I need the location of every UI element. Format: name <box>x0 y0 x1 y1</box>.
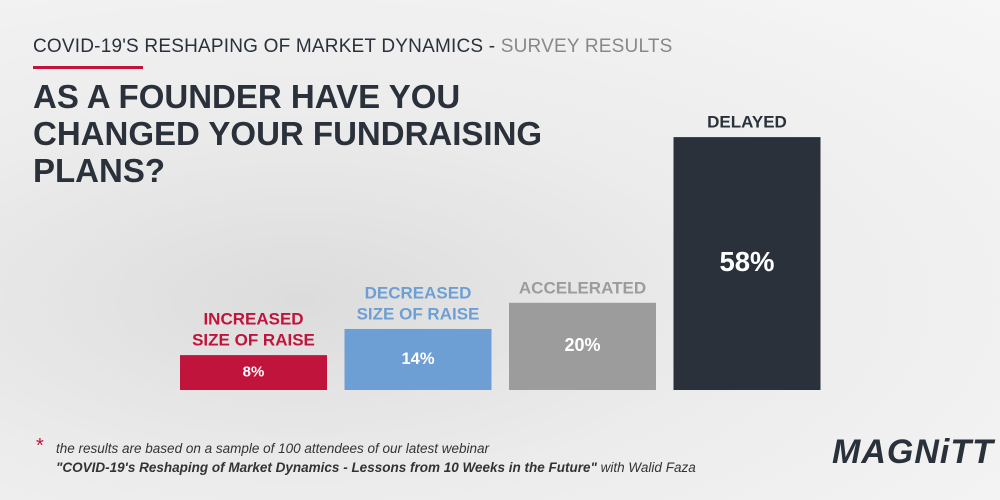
footnote-mark: * <box>36 435 44 457</box>
bar <box>673 137 821 390</box>
category-label: SIZE OF RAISE <box>357 304 480 323</box>
footnote-line: "COVID-19's Reshaping of Market Dynamics… <box>36 458 696 477</box>
value-label: 14% <box>401 350 434 368</box>
logo: MAGNiTT <box>832 433 994 471</box>
category-label: ACCELERATED <box>519 278 646 297</box>
footnote-tail: with Walid Faza <box>600 460 696 475</box>
kicker-main: COVID-19'S RESHAPING OF MARKET DYNAMICS … <box>33 36 501 57</box>
category-label: DECREASED <box>365 283 472 302</box>
webinar-title: "COVID-19's Reshaping of Market Dynamics… <box>56 460 597 475</box>
value-label: 20% <box>564 335 600 355</box>
kicker: COVID-19'S RESHAPING OF MARKET DYNAMICS … <box>33 36 673 58</box>
value-label: 58% <box>719 246 774 277</box>
category-label: INCREASED <box>203 310 303 329</box>
accent-rule <box>33 66 143 69</box>
bar <box>180 355 327 390</box>
footnote-text: the results are based on a sample of 100… <box>56 441 490 456</box>
category-label: DELAYED <box>707 113 787 132</box>
value-label: 8% <box>243 364 265 381</box>
kicker-sub: SURVEY RESULTS <box>500 36 673 57</box>
bar <box>344 328 492 390</box>
footnote: * the results are based on a sample of 1… <box>36 435 696 477</box>
chart-title: AS A FOUNDER HAVE YOU CHANGED YOUR FUNDR… <box>33 78 543 189</box>
bar <box>509 302 656 390</box>
category-label: SIZE OF RAISE <box>192 331 315 350</box>
